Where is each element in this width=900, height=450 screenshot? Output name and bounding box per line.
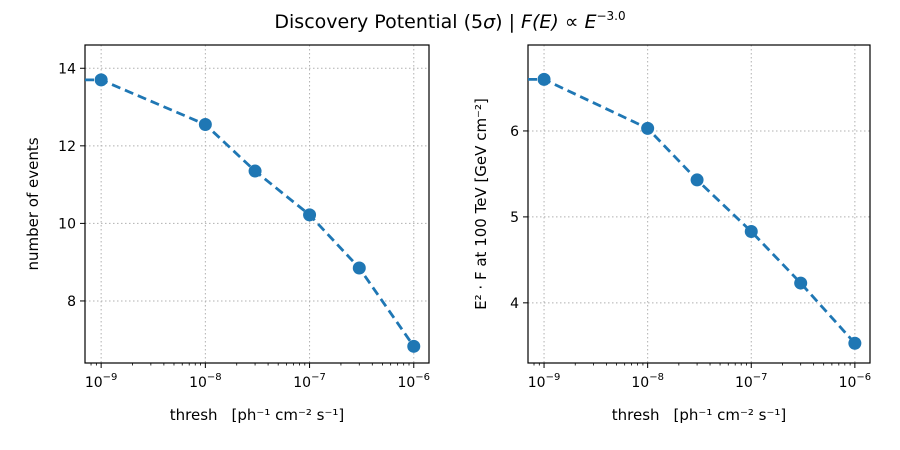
left-xlabel-thresh: thresh (170, 406, 218, 424)
right-plot-frame (527, 44, 871, 364)
right-xtick-label: 10−9 (528, 372, 561, 391)
right-grid (528, 45, 870, 363)
left-data-point (248, 164, 262, 178)
left-xtick-label: 10−7 (293, 372, 326, 391)
title-func: F(E) ∝ E (521, 11, 596, 33)
left-data-point (94, 73, 108, 87)
right-ticks: 10−9 10−8 10−7 10−6 4 5 6 (510, 124, 871, 391)
left-xtick-label: 10−6 (397, 372, 430, 391)
right-xtick-label: 10−8 (631, 372, 664, 391)
left-chart: 10−9 10−8 10−7 10−6 8 10 12 14 number of events… (24, 44, 430, 424)
right-data-point (690, 173, 704, 187)
title-main: Discovery Potential (5 (274, 11, 483, 33)
title-sigma: σ (483, 11, 496, 33)
right-series (527, 72, 862, 350)
left-data-point (407, 339, 421, 353)
right-chart: 10−9 10−8 10−7 10−6 4 5 6 E² · F at 100 TeV [G… (472, 44, 871, 424)
left-data-point (303, 208, 317, 222)
left-xlabel-unit: [ph⁻¹ cm⁻² s⁻¹] (232, 406, 345, 424)
left-data-point (352, 261, 366, 275)
left-xtick-label: 10−8 (189, 372, 222, 391)
right-data-point (848, 336, 862, 350)
title-exp: −3.0 (596, 9, 625, 23)
left-xlabel: thresh [ph⁻¹ cm⁻² s⁻¹] (170, 406, 345, 424)
left-grid (85, 45, 429, 363)
left-xtick-label: 10−9 (85, 372, 118, 391)
left-series-line (84, 78, 415, 348)
left-ytick-label: 8 (67, 294, 76, 310)
right-ytick-label: 4 (510, 296, 519, 312)
right-xtick-label: 10−7 (735, 372, 768, 391)
left-data-point (198, 118, 212, 131)
right-data-point (641, 121, 655, 135)
left-ticks: 10−9 10−8 10−7 10−6 8 10 12 14 (58, 61, 430, 391)
title-sep: ) | (495, 11, 521, 33)
left-ytick-label: 10 (58, 216, 76, 232)
right-ytick-label: 6 (510, 124, 519, 140)
right-series-line (527, 77, 856, 345)
left-series (84, 73, 421, 353)
right-data-point (794, 276, 808, 290)
left-ytick-label: 14 (58, 61, 76, 77)
right-ylabel: E² · F at 100 TeV [GeV cm⁻²] (472, 98, 490, 310)
right-xtick-label: 10−6 (839, 372, 872, 391)
right-xlabel-thresh: thresh (612, 406, 660, 424)
left-plot-frame (84, 44, 430, 364)
right-data-point (537, 72, 551, 86)
figure-title: Discovery Potential (5σ) | F(E) ∝ E−3.0 (274, 9, 625, 33)
left-ylabel: number of events (24, 137, 42, 270)
right-xlabel: thresh [ph⁻¹ cm⁻² s⁻¹] (612, 406, 787, 424)
right-data-point (744, 225, 758, 239)
left-ytick-label: 12 (58, 139, 76, 155)
right-xlabel-unit: [ph⁻¹ cm⁻² s⁻¹] (674, 406, 787, 424)
right-ytick-label: 5 (510, 210, 519, 226)
